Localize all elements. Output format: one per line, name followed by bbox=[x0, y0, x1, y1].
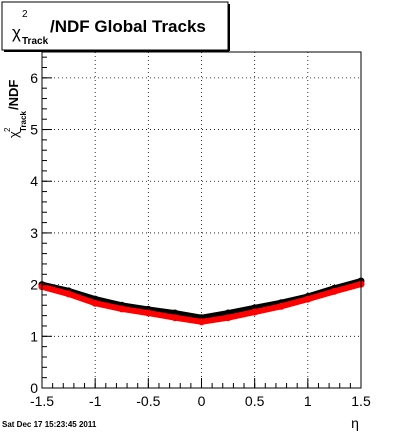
x-tick-label: 1 bbox=[304, 393, 312, 409]
chart-title: χ 2 Track /NDF Global Tracks bbox=[1, 1, 230, 52]
data-point bbox=[198, 318, 205, 326]
x-tick-label: 0 bbox=[198, 393, 206, 409]
data-point bbox=[224, 314, 232, 322]
x-tick-label: -1 bbox=[89, 393, 102, 409]
data-point bbox=[304, 295, 312, 303]
y-axis: 0 1 2 3 4 5 6 bbox=[30, 56, 52, 396]
x-tick-label: 0.5 bbox=[245, 393, 265, 409]
title-sub: Track bbox=[22, 36, 49, 47]
data-point bbox=[330, 287, 338, 295]
y-tick-label: 6 bbox=[30, 70, 38, 86]
y-tick-label: 2 bbox=[30, 277, 38, 293]
title-chi: χ bbox=[12, 23, 21, 42]
data-point bbox=[251, 308, 259, 316]
x-axis-label: η bbox=[351, 415, 359, 431]
y-tick-label: 5 bbox=[30, 122, 38, 138]
x-axis: -1.5 -1 -0.5 0 0.5 1 1.5 bbox=[30, 378, 371, 409]
ylabel-chi: χ bbox=[6, 131, 21, 138]
data-point bbox=[118, 305, 126, 313]
data-point bbox=[277, 302, 285, 310]
ylabel-sup: 2 bbox=[3, 127, 12, 132]
timestamp: Sat Dec 17 15:23:45 2011 bbox=[2, 420, 97, 429]
data-point bbox=[171, 314, 179, 322]
y-tick-label: 4 bbox=[30, 173, 38, 189]
ylabel-sub: Track bbox=[19, 111, 28, 132]
ylabel-rest: /NDF bbox=[6, 80, 21, 110]
data-point bbox=[144, 309, 152, 317]
grid bbox=[41, 52, 362, 389]
series-layer bbox=[38, 277, 365, 326]
data-point bbox=[91, 299, 99, 307]
y-tick-label: 0 bbox=[30, 380, 38, 396]
x-tick-label: -0.5 bbox=[136, 393, 160, 409]
title-rest: /NDF Global Tracks bbox=[50, 17, 206, 36]
y-tick-label: 1 bbox=[30, 328, 38, 344]
series-2 bbox=[38, 280, 365, 326]
x-tick-label: -1.5 bbox=[30, 393, 54, 409]
title-sup: 2 bbox=[22, 9, 28, 20]
y-tick-label: 3 bbox=[30, 225, 38, 241]
data-point bbox=[65, 290, 73, 298]
y-axis-label: χ 2 Track /NDF bbox=[3, 80, 28, 138]
x-tick-label: 1.5 bbox=[351, 393, 371, 409]
